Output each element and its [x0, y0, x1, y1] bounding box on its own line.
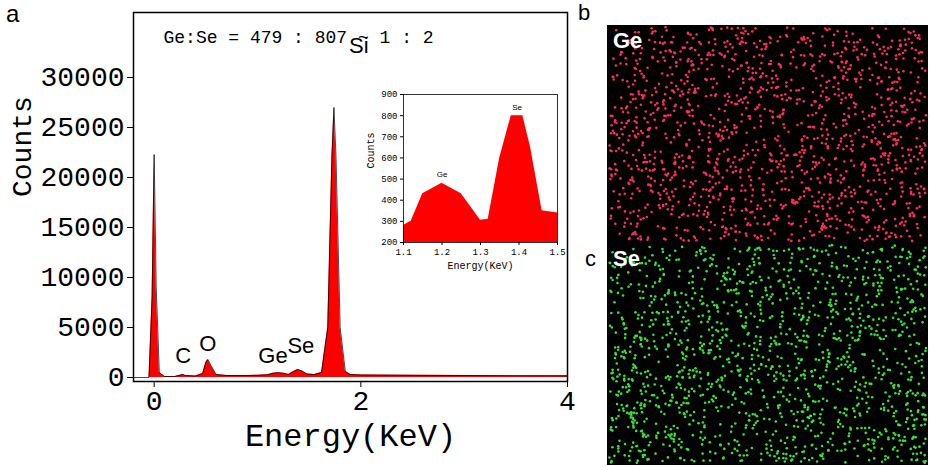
svg-text:Energy(KeV): Energy(KeV) [447, 261, 513, 272]
svg-text:300: 300 [381, 217, 397, 227]
svg-text:Ge: Ge [437, 170, 448, 179]
svg-text:1.4: 1.4 [511, 248, 527, 258]
svg-text:200: 200 [381, 238, 397, 248]
svg-text:Counts: Counts [366, 132, 377, 168]
svg-text:Si: Si [349, 33, 369, 58]
svg-text:5000: 5000 [57, 313, 124, 344]
svg-text:Se: Se [287, 333, 314, 358]
svg-text:1.3: 1.3 [472, 248, 488, 258]
svg-text:2: 2 [352, 387, 369, 418]
svg-text:900: 900 [381, 90, 397, 100]
svg-text:Ge:Se = 479 : 807 ~ 1 : 2: Ge:Se = 479 : 807 ~ 1 : 2 [164, 28, 434, 48]
svg-text:0: 0 [108, 363, 125, 394]
svg-text:700: 700 [381, 133, 397, 143]
svg-text:1.5: 1.5 [549, 248, 565, 258]
svg-text:b: b [578, 0, 590, 25]
svg-text:600: 600 [381, 154, 397, 164]
svg-text:30000: 30000 [40, 63, 124, 94]
svg-text:c: c [585, 246, 596, 271]
svg-text:Se: Se [613, 246, 640, 271]
svg-text:20000: 20000 [40, 163, 124, 194]
svg-text:Ge: Ge [258, 343, 287, 368]
svg-text:10000: 10000 [40, 263, 124, 294]
svg-text:Ge: Ge [613, 28, 642, 53]
svg-text:1.1: 1.1 [395, 248, 411, 258]
svg-text:15000: 15000 [40, 213, 124, 244]
svg-text:Counts: Counts [8, 96, 39, 197]
svg-text:Energy(KeV): Energy(KeV) [245, 419, 456, 456]
svg-text:1.2: 1.2 [434, 248, 450, 258]
svg-text:500: 500 [381, 175, 397, 185]
svg-text:25000: 25000 [40, 113, 124, 144]
svg-text:0: 0 [146, 387, 163, 418]
svg-text:800: 800 [381, 112, 397, 122]
svg-text:4: 4 [559, 387, 576, 418]
svg-text:O: O [199, 331, 216, 356]
svg-text:400: 400 [381, 196, 397, 206]
html-text:a: a [6, 0, 20, 27]
svg-text:Se: Se [512, 103, 522, 112]
svg-text:C: C [175, 343, 191, 368]
